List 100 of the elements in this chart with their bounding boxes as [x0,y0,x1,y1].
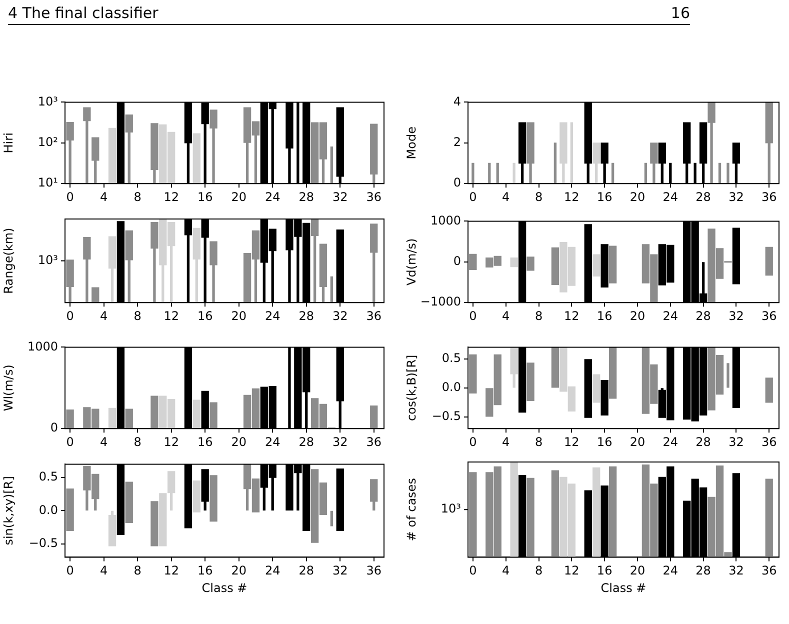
x-tick-label: 20 [231,434,246,449]
x-tick-label: 28 [696,434,711,449]
x-tick-label: 8 [534,308,543,323]
x-tick-label: 8 [134,308,142,323]
y-tick-label: −1000 [420,294,461,309]
y-axis-title: Wl(m/s) [1,364,16,412]
x-tick-label: 24 [662,308,678,323]
x-tick-label: 20 [630,434,646,449]
y-axis-title: Hiri [1,132,16,154]
text: 16 [670,4,690,22]
y-tick-label: −0.5 [28,536,58,550]
x-tick-label: 20 [231,308,246,323]
x-tick-label: 16 [596,564,612,578]
x-tick-label: 28 [696,308,711,323]
x-tick-label: 12 [164,190,179,204]
x-tick-label: 28 [298,190,314,204]
x-tick-label: 36 [366,190,382,204]
x-tick-label: 12 [564,190,580,204]
x-tick-label: 0 [66,190,74,204]
x-tick-label: 28 [696,190,711,204]
x-tick-label: 4 [502,564,510,578]
x-tick-label: 8 [534,190,543,204]
x-tick-label: 32 [332,434,348,449]
x-tick-label: 12 [564,564,580,578]
x-tick-label: 32 [332,190,348,204]
y-tick-label: 10² [38,135,58,150]
y-tick-label: −0.5 [432,409,461,424]
x-tick-label: 36 [761,308,777,323]
x-tick-label: 16 [197,308,213,323]
x-tick-label: 36 [366,564,382,578]
x-axis-title: Class # [202,580,248,595]
x-tick-label: 36 [366,434,382,449]
x-tick-label: 32 [728,564,744,578]
x-tick-label: 24 [264,564,280,578]
x-tick-label: 0 [469,434,477,449]
y-axis-title: Vd(m/s) [404,238,418,286]
y-tick-label: 0 [453,254,461,268]
x-tick-label: 28 [298,308,314,323]
x-tick-label: 28 [696,564,711,578]
x-tick-label: 4 [100,434,108,449]
x-tick-label: 12 [564,308,580,323]
x-tick-label: 0 [469,190,477,204]
y-tick-label: 0.5 [442,350,461,365]
y-tick-label: 0 [50,420,58,435]
x-tick-label: 16 [197,190,213,204]
x-tick-label: 4 [502,190,510,204]
x-tick-label: 32 [728,308,744,323]
x-tick-label: 24 [264,434,280,449]
y-tick-label: 10¹ [38,176,58,190]
x-tick-label: 8 [534,434,543,449]
x-tick-label: 24 [662,564,678,578]
x-tick-label: 28 [298,564,314,578]
x-tick-label: 24 [264,190,280,204]
x-tick-label: 20 [231,564,246,578]
x-tick-label: 24 [662,434,678,449]
x-tick-label: 28 [298,434,314,449]
x-tick-label: 20 [630,190,646,204]
y-axis-title: # of cases [404,478,418,542]
y-tick-label: 0.0 [442,380,461,394]
y-tick-label: 2 [453,135,461,150]
x-tick-label: 36 [761,564,777,578]
y-axis-title: Mode [404,126,418,160]
y-tick-label: 0.5 [38,470,58,484]
y-tick-label: 0.0 [38,502,58,517]
x-tick-label: 24 [264,308,280,323]
x-tick-label: 4 [100,308,108,323]
x-tick-label: 0 [66,434,74,449]
x-tick-label: 12 [564,434,580,449]
y-axis-title: Range(km) [1,228,16,294]
x-tick-label: 12 [164,434,179,449]
x-tick-label: 32 [728,190,744,204]
y-tick-label: 0 [453,176,461,190]
x-tick-label: 32 [332,308,348,323]
x-tick-label: 16 [197,434,213,449]
x-tick-label: 4 [100,564,108,578]
y-tick-label: 1000 [430,213,461,228]
x-tick-label: 16 [197,564,213,578]
x-tick-label: 8 [134,190,142,204]
x-tick-label: 32 [728,434,744,449]
y-tick-label: 4 [453,94,461,108]
x-tick-label: 0 [469,564,477,578]
x-tick-label: 8 [134,564,142,578]
x-tick-label: 20 [630,564,646,578]
x-tick-label: 20 [231,190,246,204]
y-tick-label: 1000 [27,339,58,354]
x-tick-label: 20 [630,308,646,323]
x-tick-label: 12 [164,564,179,578]
x-tick-label: 36 [761,434,777,449]
x-tick-label: 16 [596,190,612,204]
x-tick-label: 0 [469,308,477,323]
x-axis-title: Class # [600,580,646,595]
x-tick-label: 16 [596,308,612,323]
x-tick-label: 4 [502,434,510,449]
x-tick-label: 4 [100,190,108,204]
text: 4 The final classifier [8,4,158,22]
x-tick-label: 4 [502,308,510,323]
x-tick-label: 0 [66,564,74,578]
x-tick-label: 8 [534,564,543,578]
x-tick-label: 16 [596,434,612,449]
x-tick-label: 8 [134,434,142,449]
